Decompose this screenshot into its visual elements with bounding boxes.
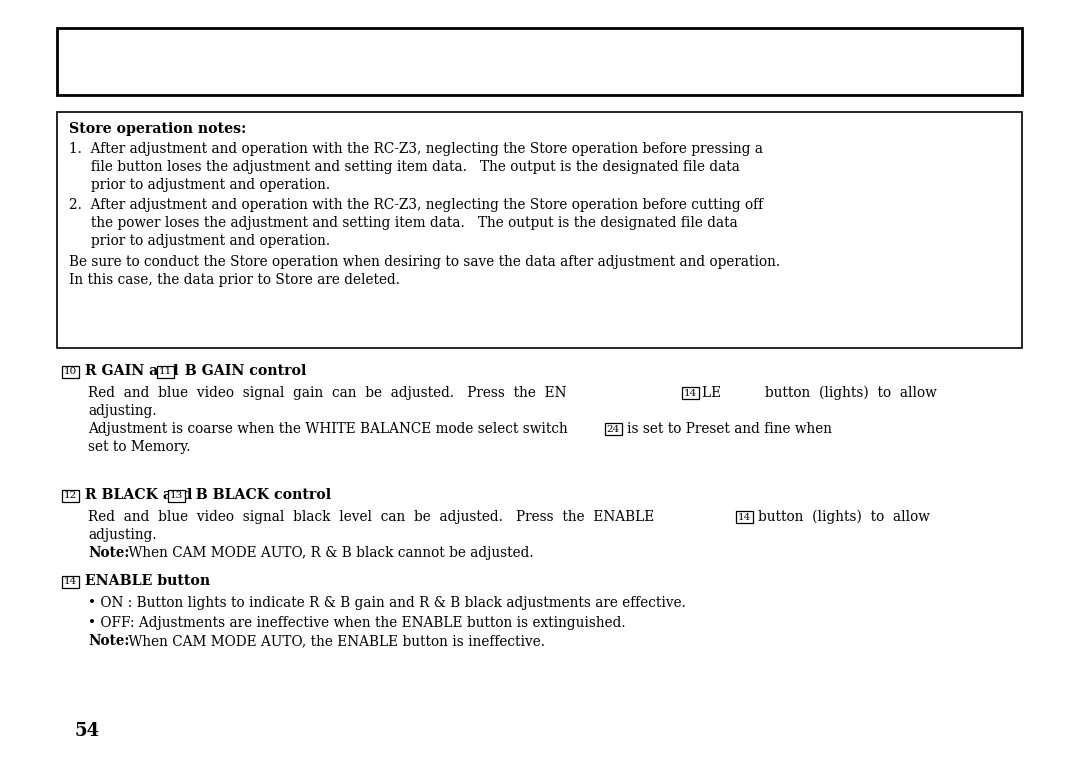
Text: Adjustment is coarse when the WHITE BALANCE mode select switch: Adjustment is coarse when the WHITE BALA… <box>87 422 568 436</box>
FancyBboxPatch shape <box>57 28 1022 95</box>
Text: prior to adjustment and operation.: prior to adjustment and operation. <box>69 234 330 248</box>
FancyBboxPatch shape <box>57 112 1022 348</box>
Text: • ON : Button lights to indicate R & B gain and R & B black adjustments are effe: • ON : Button lights to indicate R & B g… <box>87 596 686 610</box>
Text: 11: 11 <box>159 367 172 376</box>
Text: When CAM MODE AUTO, R & B black cannot be adjusted.: When CAM MODE AUTO, R & B black cannot b… <box>124 546 534 560</box>
Text: 54: 54 <box>75 722 100 740</box>
Text: button  (lights)  to  allow: button (lights) to allow <box>758 510 930 524</box>
Text: 24: 24 <box>606 424 620 434</box>
Text: 12: 12 <box>64 491 77 501</box>
Text: Note:: Note: <box>87 634 130 648</box>
Text: 2.  After adjustment and operation with the RC-Z3, neglecting the Store operatio: 2. After adjustment and operation with t… <box>69 198 764 212</box>
Text: • OFF: Adjustments are ineffective when the ENABLE button is extinguished.: • OFF: Adjustments are ineffective when … <box>87 616 625 630</box>
Text: Store operation notes:: Store operation notes: <box>69 122 246 136</box>
Text: the power loses the adjustment and setting item data.   The output is the design: the power loses the adjustment and setti… <box>69 216 738 230</box>
Text: R GAIN and: R GAIN and <box>80 364 178 378</box>
Text: 14: 14 <box>738 513 751 521</box>
Text: ENABLE button: ENABLE button <box>80 574 211 588</box>
Text: 10: 10 <box>64 367 77 376</box>
Text: When CAM MODE AUTO, the ENABLE button is ineffective.: When CAM MODE AUTO, the ENABLE button is… <box>124 634 545 648</box>
Text: file button loses the adjustment and setting item data.   The output is the desi: file button loses the adjustment and set… <box>69 160 740 174</box>
Text: 14: 14 <box>64 578 77 587</box>
Text: 13: 13 <box>170 491 183 501</box>
Text: Note:: Note: <box>87 546 130 560</box>
Text: B BLACK control: B BLACK control <box>186 488 332 502</box>
Text: set to Memory.: set to Memory. <box>87 440 190 454</box>
Text: Red  and  blue  video  signal  gain  can  be  adjusted.   Press  the  EN: Red and blue video signal gain can be ad… <box>87 386 567 400</box>
Text: Be sure to conduct the Store operation when desiring to save the data after adju: Be sure to conduct the Store operation w… <box>69 255 780 269</box>
Text: In this case, the data prior to Store are deleted.: In this case, the data prior to Store ar… <box>69 273 400 287</box>
Text: is set to Preset and fine when: is set to Preset and fine when <box>627 422 832 436</box>
Text: adjusting.: adjusting. <box>87 404 157 418</box>
Text: 14: 14 <box>684 389 697 398</box>
Text: R BLACK and: R BLACK and <box>80 488 192 502</box>
Text: prior to adjustment and operation.: prior to adjustment and operation. <box>69 178 330 192</box>
Text: 1.  After adjustment and operation with the RC-Z3, neglecting the Store operatio: 1. After adjustment and operation with t… <box>69 142 762 156</box>
Text: Red  and  blue  video  signal  black  level  can  be  adjusted.   Press  the  EN: Red and blue video signal black level ca… <box>87 510 654 524</box>
Text: adjusting.: adjusting. <box>87 528 157 542</box>
Text: LE          button  (lights)  to  allow: LE button (lights) to allow <box>702 386 936 400</box>
Text: B GAIN control: B GAIN control <box>175 364 307 378</box>
